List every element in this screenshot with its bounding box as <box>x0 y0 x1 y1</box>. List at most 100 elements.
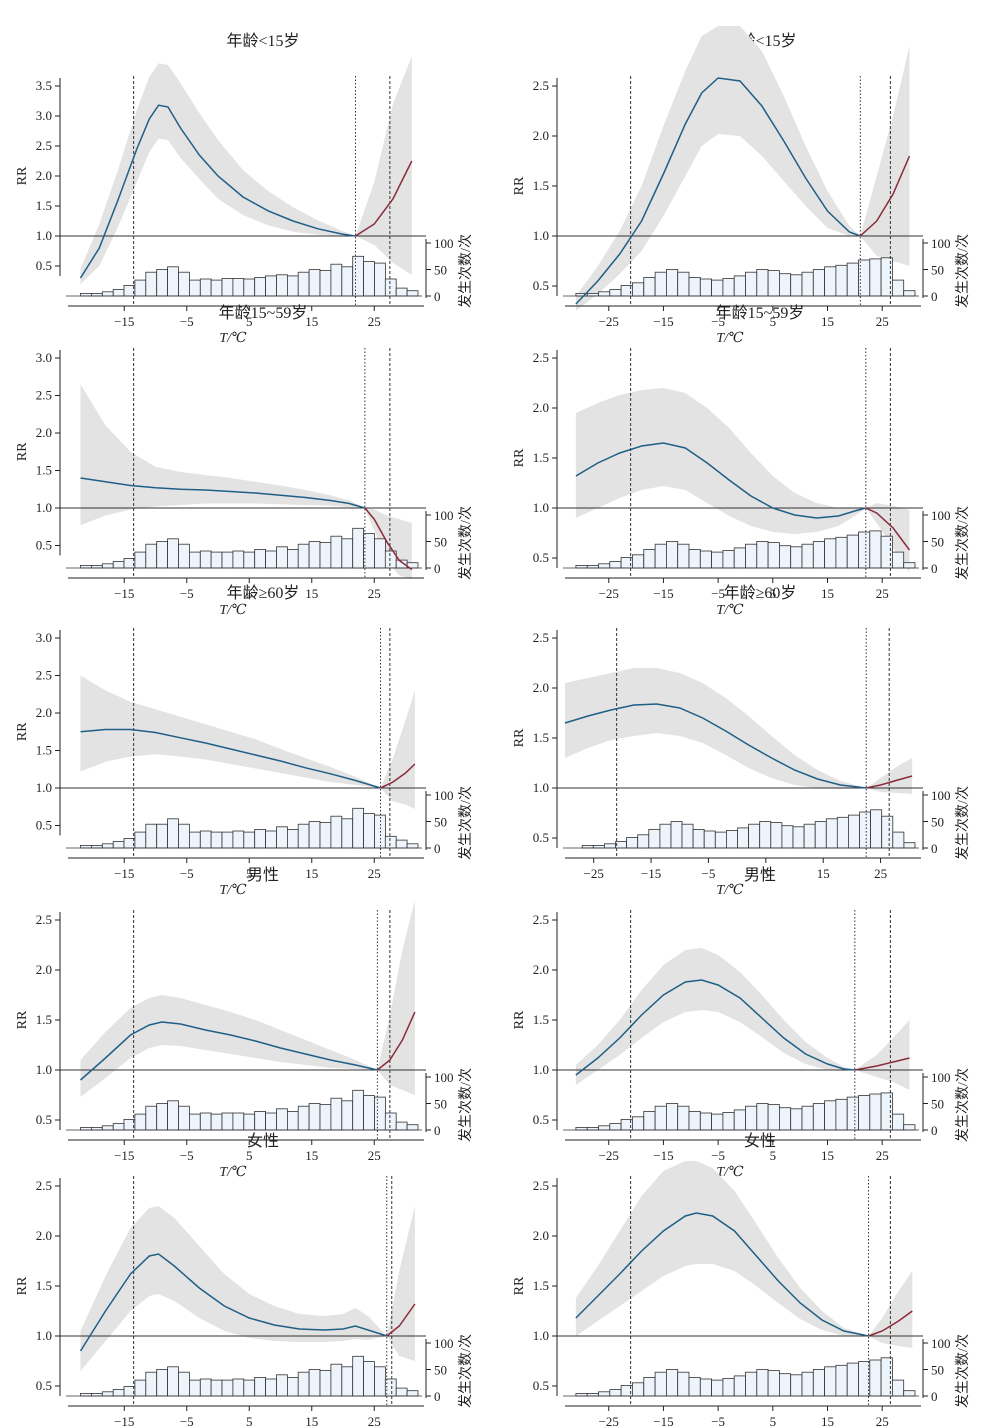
y-tick-label: 2.5 <box>533 78 549 93</box>
histogram-bar <box>681 823 694 849</box>
ci-band-heat <box>860 46 910 266</box>
histogram-bar <box>341 538 354 569</box>
y-tick-label: 0.5 <box>36 1378 52 1393</box>
histogram-bar <box>670 821 683 849</box>
y2-tick-label: 0 <box>434 1123 441 1138</box>
histogram-bar <box>341 818 354 849</box>
histogram-bar <box>846 1362 859 1397</box>
chart-panel-3: 年龄15~59岁 0.5 1.0 1.5 2.0 2.5 RR 0 50 100 发生次数/次 −25… <box>512 304 971 618</box>
histogram-bar <box>210 831 223 849</box>
y2-tick-label: 50 <box>434 535 447 550</box>
histogram-bar <box>903 1390 916 1397</box>
histogram-bar <box>156 1103 168 1131</box>
x-tick-label: −15 <box>114 314 134 329</box>
histogram-bar <box>101 291 114 297</box>
x-tick-label: 5 <box>770 1414 777 1426</box>
y2-tick-label: 100 <box>931 1070 951 1085</box>
y-tick-label: 2.5 <box>36 388 52 403</box>
histogram-bar <box>330 1363 343 1397</box>
chart-panel-5: 年龄≥60岁 0.5 1.0 1.5 2.0 2.5 RR 0 50 100 发生次数/次 −25 −1… <box>512 584 971 898</box>
histogram-bar <box>598 1391 611 1397</box>
ci-band-heat <box>355 56 412 275</box>
y-tick-label: 0.5 <box>36 538 52 553</box>
x-tick-label: −5 <box>711 314 725 329</box>
histogram-bar <box>286 548 299 569</box>
y2-tick-label: 0 <box>931 289 938 304</box>
x-tick-label: 25 <box>874 866 887 881</box>
x-tick-label: −15 <box>114 1414 134 1426</box>
histogram-bar <box>395 1387 408 1397</box>
x-tick-label: 15 <box>305 1414 318 1426</box>
y-tick-label: 2.0 <box>533 128 549 143</box>
x-tick-label: −5 <box>180 1414 194 1426</box>
histogram-bar <box>374 262 386 297</box>
histogram-bar <box>745 271 758 297</box>
ci-band-heat <box>868 1271 913 1348</box>
x-tick-label: −25 <box>599 1414 619 1426</box>
histogram-bar <box>604 843 616 849</box>
histogram-bar <box>395 839 408 849</box>
histogram-bar <box>243 831 256 849</box>
histogram-bar <box>733 1375 746 1397</box>
histogram-bar <box>677 1105 690 1131</box>
x-tick-label: 5 <box>246 314 253 329</box>
y-axis-label: RR <box>512 448 527 467</box>
x-tick-label: 25 <box>876 314 889 329</box>
y-tick-label: 2.0 <box>36 425 52 440</box>
rr-curve-cold <box>575 77 861 305</box>
histogram-bar <box>609 289 622 297</box>
histogram-bar <box>341 1100 354 1131</box>
histogram-bar <box>835 536 848 569</box>
y-tick-label: 1.5 <box>36 743 52 758</box>
y2-axis-label: 发生次数/次 <box>458 506 474 580</box>
histogram-bar <box>276 274 288 297</box>
y-tick-label: 1.0 <box>36 228 52 243</box>
ci-band-heat <box>386 1206 415 1361</box>
x-tick-label: 25 <box>876 1148 889 1163</box>
histogram-bar <box>188 551 201 569</box>
rr-curve-heat <box>376 1011 416 1071</box>
y-tick-label: 1.0 <box>533 1062 549 1077</box>
histogram-bar <box>363 1095 375 1131</box>
x-tick-label: 25 <box>876 586 889 601</box>
histogram-bar <box>598 563 611 569</box>
histogram-bar <box>654 543 667 569</box>
histogram-bar <box>725 830 738 849</box>
histogram-bar <box>145 1105 158 1131</box>
histogram-bar <box>626 836 639 849</box>
x-tick-label: −5 <box>180 586 194 601</box>
y-tick-label: 2.0 <box>533 1228 549 1243</box>
histogram-bar <box>643 276 656 297</box>
histogram-bar <box>308 269 321 297</box>
histogram-bar <box>814 821 827 849</box>
histogram-bar <box>319 1104 332 1131</box>
histogram-bar <box>406 290 419 297</box>
histogram-bar <box>643 1376 656 1397</box>
histogram-bar <box>903 290 916 297</box>
histogram-bar <box>156 823 168 849</box>
histogram-bar <box>847 814 860 849</box>
y-tick-label: 2.5 <box>36 668 52 683</box>
y-tick-label: 0.5 <box>36 258 52 273</box>
histogram-bar <box>792 826 805 849</box>
y2-tick-label: 0 <box>931 561 938 576</box>
histogram-bar <box>112 289 125 297</box>
ci-band-cold <box>80 1206 387 1371</box>
ci-band-heat <box>377 900 415 1095</box>
x-axis-label: T/℃ <box>716 603 744 618</box>
y2-tick-label: 100 <box>434 1336 454 1351</box>
histogram-bar <box>178 271 190 297</box>
histogram-bar <box>722 278 735 297</box>
y-axis-label: RR <box>512 1010 527 1029</box>
y-tick-label: 1.5 <box>533 450 549 465</box>
y-tick-label: 0.5 <box>533 278 549 293</box>
y-tick-label: 1.0 <box>36 1328 52 1343</box>
rr-curve-cold <box>79 1253 388 1352</box>
histogram-bar <box>778 1107 792 1131</box>
histogram-bar <box>352 255 365 297</box>
histogram-bar <box>112 561 125 569</box>
x-axis-label: T/℃ <box>716 331 744 346</box>
y2-tick-label: 50 <box>931 263 944 278</box>
x-tick-label: 5 <box>770 314 777 329</box>
histogram-bar <box>156 1369 168 1397</box>
